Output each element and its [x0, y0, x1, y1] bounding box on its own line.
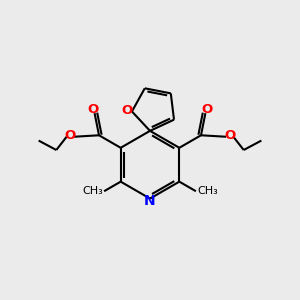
Text: O: O: [224, 129, 236, 142]
Text: CH₃: CH₃: [82, 186, 103, 196]
Text: O: O: [64, 129, 76, 142]
Text: O: O: [121, 104, 132, 117]
Text: N: N: [144, 194, 156, 208]
Text: O: O: [201, 103, 212, 116]
Text: O: O: [88, 103, 99, 116]
Text: CH₃: CH₃: [197, 186, 218, 196]
